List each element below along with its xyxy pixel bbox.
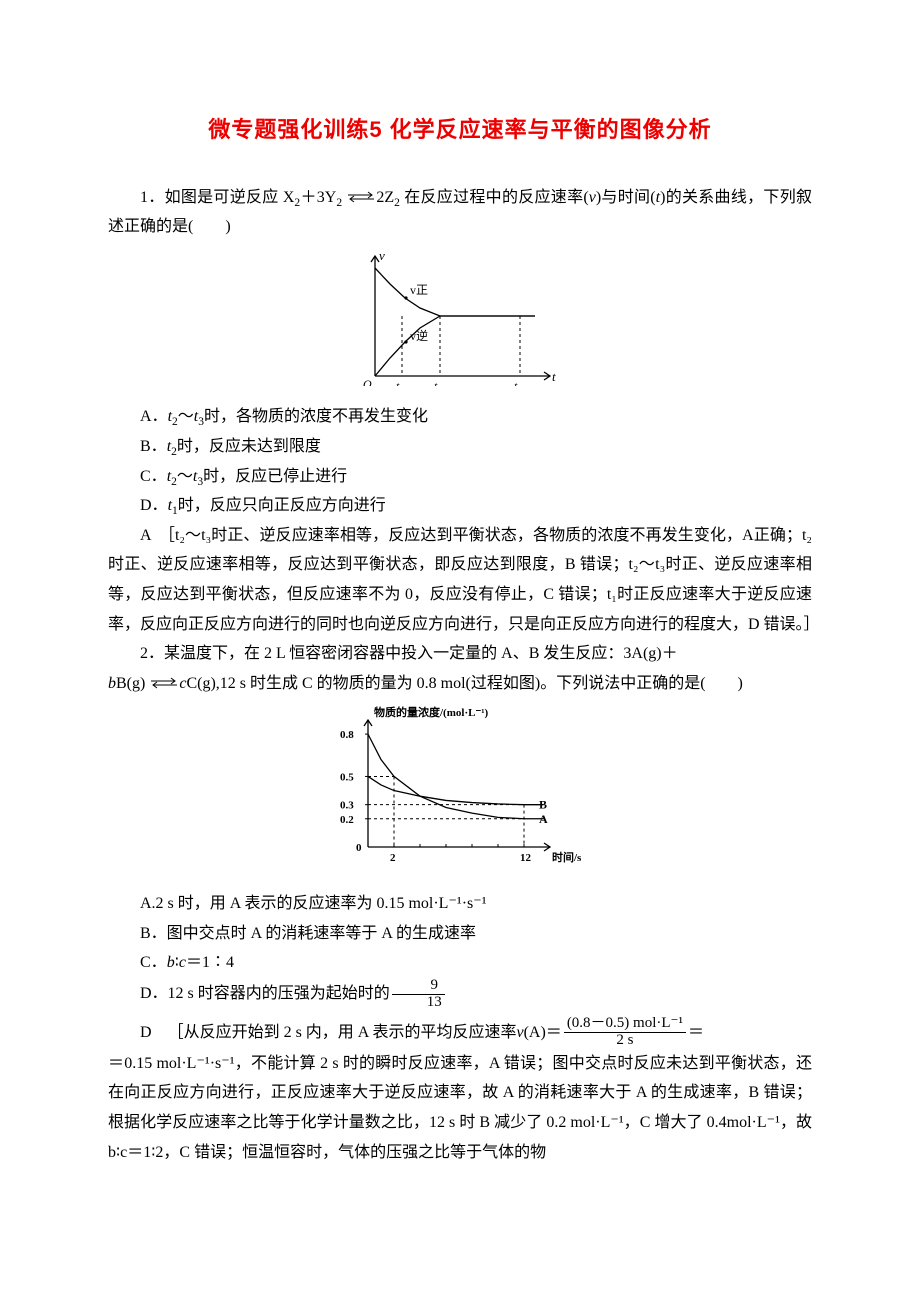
opt-label: A． [140, 408, 168, 425]
var-b: b [108, 675, 116, 692]
svg-text:B: B [539, 798, 547, 812]
svg-text:时间/s: 时间/s [552, 850, 582, 864]
txt: C(g),12 s 时生成 C 的物质的量为 0.8 mol(过程如图)。下列说… [186, 675, 742, 692]
txt: ～ [178, 408, 194, 425]
svg-text:t₁: t₁ [396, 379, 404, 386]
opt-label: C． [140, 954, 167, 971]
equilibrium-arrow-icon [149, 677, 179, 689]
svg-text:v: v [379, 248, 385, 263]
q2-stem-line2: bB(g) cC(g),12 s 时生成 C 的物质的量为 0.8 mol(过程… [108, 669, 812, 699]
q2-chart-svg: 0 0.2 0.3 0.5 0.8 2 12 物质的量浓度/(mol·L⁻¹) 时间/s BA [320, 702, 600, 872]
q2-option-d: D．12 s 时容器内的压强为起始时的913 [108, 978, 812, 1011]
q1-option-b: B．t2时，反应未达到限度 [108, 432, 812, 462]
q1-option-c: C．t2～t3时，反应已停止进行 [108, 462, 812, 492]
svg-text:t: t [552, 369, 556, 384]
svg-text:t₃: t₃ [514, 379, 522, 386]
svg-text:0.5: 0.5 [340, 772, 354, 784]
frac-den: 2 s [564, 1032, 686, 1049]
answer-letter: D [140, 1018, 152, 1048]
q1-answer: A ［t₂～t₃时正、逆反应速率相等，反应达到平衡状态，各物质的浓度不再发生变化… [108, 521, 812, 639]
opt-label: C． [140, 468, 167, 485]
q1-stem-frag: 在反应过程中的反应速率( [400, 189, 589, 206]
answer-letter: A [140, 527, 151, 544]
frac-num: (0.8－0.5) mol·L⁻¹ [564, 1016, 686, 1032]
var-v: v [589, 189, 596, 206]
txt: 时，反应只向正反应方向进行 [178, 497, 386, 514]
txt: ［从反应开始到 2 s 内，用 A 表示的平均反应速率 [168, 1018, 517, 1048]
q1-explanation: ［t₂～t₃时正、逆反应速率相等，反应达到平衡状态，各物质的浓度不再发生变化，A… [108, 527, 820, 633]
txt: B(g) [116, 675, 145, 692]
q1-stem-frag: 1．如图是可逆反应 X [140, 189, 294, 206]
svg-text:物质的量浓度/(mol·L⁻¹): 物质的量浓度/(mol·L⁻¹) [374, 705, 489, 719]
svg-text:0.3: 0.3 [340, 800, 354, 812]
q1-stem-frag: ＋3Y [300, 189, 336, 206]
fraction: 913 [392, 978, 445, 1011]
q2-option-a: A.2 s 时，用 A 表示的反应速率为 0.15 mol·L⁻¹·s⁻¹ [108, 889, 812, 919]
var-c: c [179, 954, 186, 971]
q1-option-a: A．t2～t3时，各物质的浓度不再发生变化 [108, 402, 812, 432]
svg-text:v逆: v逆 [410, 328, 428, 343]
txt: 时，反应未达到限度 [177, 438, 321, 455]
frac-num: 9 [392, 978, 445, 994]
q1-chart: Ot v t₁ t₂ t₃ v正 v逆 [108, 246, 812, 397]
q2-option-c: C．b∶c＝1∶4 [108, 948, 812, 978]
svg-text:0.8: 0.8 [340, 730, 354, 742]
q1-option-d: D．t1时，反应只向正反应方向进行 [108, 491, 812, 521]
equilibrium-arrow-icon [346, 191, 376, 203]
txt: ＝ [688, 1018, 704, 1048]
q2-option-b: B．图中交点时 A 的消耗速率等于 A 的生成速率 [108, 919, 812, 949]
q2-answer-line1: D ［从反应开始到 2 s 内，用 A 表示的平均反应速率 v (A)＝ (0.… [108, 1016, 812, 1049]
svg-text:t₂: t₂ [434, 379, 442, 386]
var-v: v [516, 1018, 523, 1048]
svg-text:12: 12 [520, 852, 532, 864]
svg-text:A: A [539, 812, 548, 826]
q2-explanation-rest: ＝0.15 mol·L⁻¹·s⁻¹，不能计算 2 s 时的瞬时反应速率，A 错误… [108, 1049, 812, 1167]
q1-stem-frag: 2Z [376, 189, 394, 206]
frac-den: 13 [392, 994, 445, 1011]
q1-stem-frag: )与时间( [596, 189, 656, 206]
q2-stem-line1: 2．某温度下，在 2 L 恒容密闭容器中投入一定量的 A、B 发生反应：3A(g… [108, 639, 812, 669]
svg-text:2: 2 [390, 852, 396, 864]
q1-stem: 1．如图是可逆反应 X2＋3Y2 2Z2 在反应过程中的反应速率(v)与时间(t… [108, 183, 812, 242]
var-b: b [167, 954, 175, 971]
opt-label: D． [140, 497, 168, 514]
svg-text:O: O [363, 377, 372, 386]
sub: 2 [336, 197, 342, 209]
svg-text:v正: v正 [410, 283, 428, 297]
q2-chart: 0 0.2 0.3 0.5 0.8 2 12 物质的量浓度/(mol·L⁻¹) 时间/s BA [108, 702, 812, 883]
q1-chart-svg: Ot v t₁ t₂ t₃ v正 v逆 [350, 246, 570, 386]
page-title: 微专题强化训练5 化学反应速率与平衡的图像分析 [108, 110, 812, 151]
fraction: (0.8－0.5) mol·L⁻¹ 2 s [564, 1016, 686, 1049]
opt-label: B． [140, 438, 167, 455]
page: 微专题强化训练5 化学反应速率与平衡的图像分析 1．如图是可逆反应 X2＋3Y2… [0, 0, 920, 1302]
svg-text:0.2: 0.2 [340, 814, 354, 826]
txt: (A)＝ [524, 1018, 562, 1048]
txt: ＝1∶4 [186, 954, 234, 971]
txt: D．12 s 时容器内的压强为起始时的 [140, 985, 390, 1002]
txt: 时，反应已停止进行 [203, 468, 347, 485]
txt: 时，各物质的浓度不再发生变化 [204, 408, 428, 425]
svg-text:0: 0 [356, 842, 362, 854]
txt: ～ [177, 468, 193, 485]
